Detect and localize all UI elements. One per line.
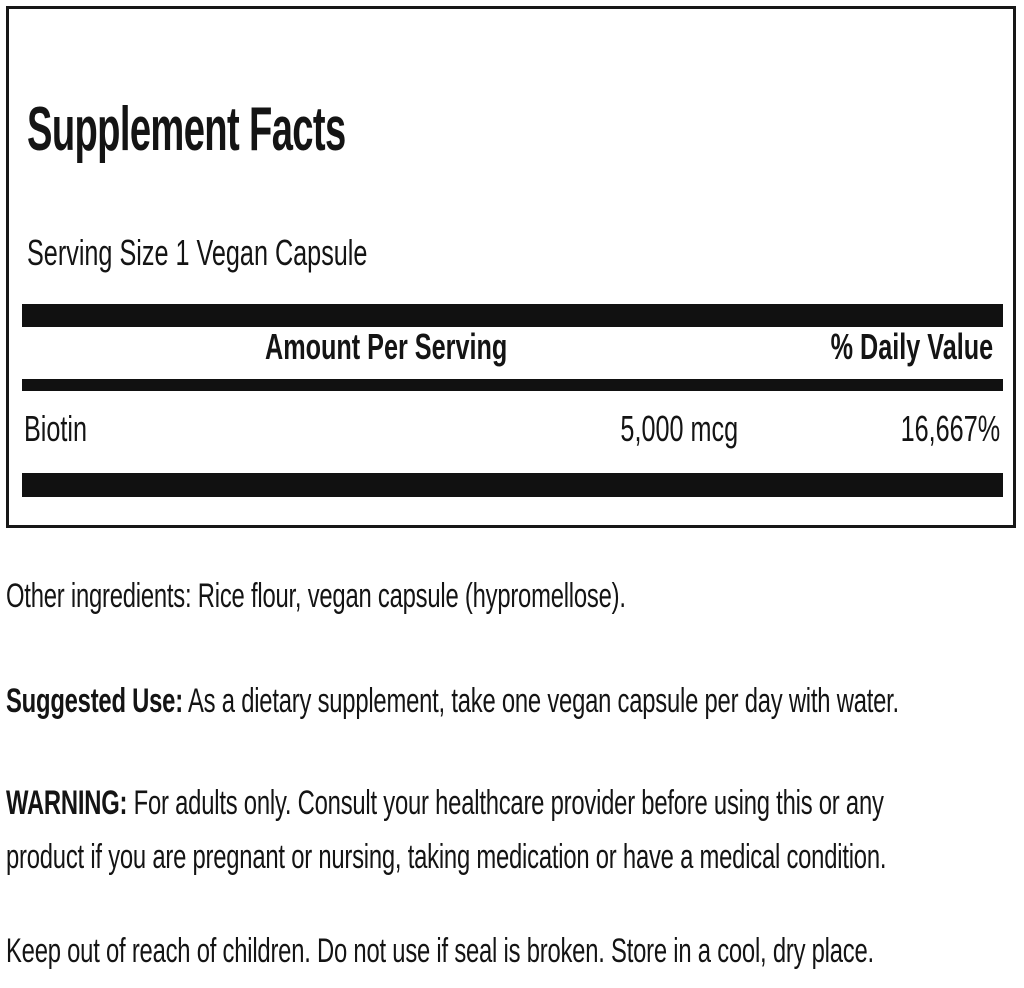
warning-label: WARNING: [6,784,128,822]
serving-size-text: Serving Size 1 Vegan Capsule [27,232,368,273]
suggested-use-paragraph: Suggested Use: As a dietary supplement, … [6,674,1014,728]
supplement-facts-panel: Supplement Facts Serving Size 1 Vegan Ca… [6,6,1016,528]
suggested-use-text: As a dietary supplement, take one vegan … [188,682,899,720]
nutrient-amount: 5,000 mcg [620,408,738,449]
table-bottom-rule [22,473,1003,497]
other-ingredients-text: Other ingredients: Rice flour, vegan cap… [6,577,626,615]
panel-title: Supplement Facts [27,95,346,164]
table-top-rule [22,304,1003,327]
warning-paragraph: WARNING: For adults only. Consult your h… [6,776,1014,884]
column-header-daily-value: % Daily Value [830,326,993,367]
storage-paragraph: Keep out of reach of children. Do not us… [6,924,1014,978]
warning-text: For adults only. Consult your healthcare… [6,784,887,876]
suggested-use-label: Suggested Use: [6,682,183,720]
nutrient-daily-value: 16,667% [900,408,1000,449]
other-ingredients-paragraph: Other ingredients: Rice flour, vegan cap… [6,569,1014,623]
column-header-amount-per-serving: Amount Per Serving [265,326,508,367]
table-header-rule [22,379,1003,391]
nutrient-name: Biotin [24,408,88,449]
storage-text: Keep out of reach of children. Do not us… [6,932,874,970]
